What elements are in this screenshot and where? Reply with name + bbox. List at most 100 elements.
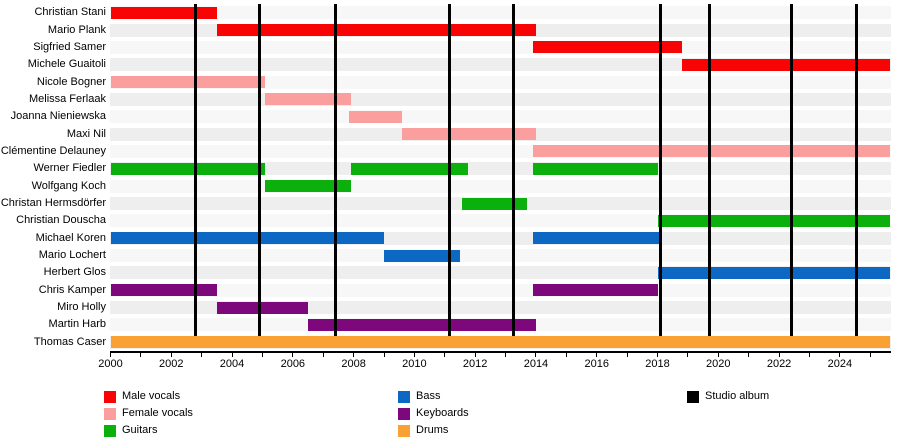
legend-label-bass: Bass xyxy=(416,390,441,402)
timeline-bar-male_vocals xyxy=(110,6,217,19)
member-label: Thomas Caser xyxy=(33,335,106,348)
axis-tick xyxy=(505,353,507,357)
studio-album-line xyxy=(707,4,711,337)
axis-tick xyxy=(748,353,750,357)
axis-tick-label: 2024 xyxy=(827,358,853,370)
timeline-bar-female_vocals xyxy=(349,110,403,123)
timeline-bar-male_vocals xyxy=(681,58,890,71)
timeline-bar-female_vocals xyxy=(265,93,351,106)
timeline-bar-keyboards xyxy=(532,284,658,297)
axis-tick-label: 2008 xyxy=(341,358,366,370)
axis-tick xyxy=(140,353,142,357)
member-label: Werner Fiedler xyxy=(33,162,106,175)
member-label: Michele Guaitoli xyxy=(27,58,106,71)
timeline-bar-bass xyxy=(657,266,890,279)
row-background xyxy=(109,283,891,297)
timeline-bar-female_vocals xyxy=(402,128,536,141)
axis-tick xyxy=(565,353,567,357)
member-label: Christian Stani xyxy=(34,6,106,19)
axis-tick-label: 2010 xyxy=(402,358,427,370)
timeline-bar-keyboards xyxy=(216,301,309,314)
axis-tick xyxy=(292,353,294,357)
timeline-bar-guitars xyxy=(532,162,658,175)
legend-label-studio_album: Studio album xyxy=(705,390,770,402)
legend-swatch-studio_album xyxy=(687,390,699,403)
studio-album-line xyxy=(257,4,261,337)
axis-tick xyxy=(869,353,871,357)
axis-tick-label: 2018 xyxy=(645,358,670,370)
legend-swatch-keyboards xyxy=(398,407,410,420)
axis-tick xyxy=(201,353,203,357)
timeline-bar-male_vocals xyxy=(216,24,536,37)
axis-tick xyxy=(474,353,476,357)
axis-tick xyxy=(808,353,810,357)
legend-swatch-guitars xyxy=(104,424,116,437)
row-background xyxy=(109,162,891,176)
axis-tick-label: 2000 xyxy=(98,358,123,370)
member-label: Michael Koren xyxy=(35,231,106,244)
member-label: Chris Kamper xyxy=(38,283,106,296)
axis-tick-label: 2016 xyxy=(584,358,609,370)
legend-label-female_vocals: Female vocals xyxy=(122,407,193,419)
studio-album-line xyxy=(789,4,793,337)
axis-tick xyxy=(231,353,233,357)
studio-album-line xyxy=(659,4,663,337)
timeline-bar-guitars xyxy=(350,162,468,175)
axis-tick xyxy=(413,353,415,357)
legend-swatch-female_vocals xyxy=(104,407,116,420)
member-label: Joanna Nieniewska xyxy=(10,110,106,123)
axis-tick xyxy=(626,353,628,357)
member-label: Melissa Ferlaak xyxy=(28,92,106,105)
timeline-bar-guitars xyxy=(265,180,351,193)
axis-tick xyxy=(535,353,537,357)
timeline-bar-drums xyxy=(110,336,890,349)
legend-label-keyboards: Keyboards xyxy=(416,407,469,419)
axis-tick-label: 2014 xyxy=(523,358,549,370)
timeline-bar-guitars xyxy=(657,214,890,227)
axis-tick-label: 2020 xyxy=(706,358,731,370)
axis-tick xyxy=(444,353,446,357)
timeline-bar-keyboards xyxy=(110,284,217,297)
axis-tick-label: 2006 xyxy=(280,358,306,370)
timeline-bar-male_vocals xyxy=(532,41,682,54)
axis-tick xyxy=(383,353,385,357)
member-label: Clémentine Delauney xyxy=(0,144,106,157)
timeline-bar-bass xyxy=(532,232,661,245)
axis-tick-label: 2022 xyxy=(766,358,792,370)
studio-album-line xyxy=(448,4,452,337)
timeline-bar-female_vocals xyxy=(532,145,890,158)
studio-album-line xyxy=(511,4,515,337)
timeline-bar-bass xyxy=(110,232,384,245)
legend-label-drums: Drums xyxy=(416,424,449,436)
axis-tick xyxy=(353,353,355,357)
axis-tick-label: 2004 xyxy=(219,358,245,370)
member-label: Mario Lochert xyxy=(38,249,106,262)
legend-swatch-male_vocals xyxy=(104,390,116,403)
row-background xyxy=(109,40,891,54)
legend-label-male_vocals: Male vocals xyxy=(122,390,181,402)
x-axis-line xyxy=(109,351,891,353)
axis-tick xyxy=(839,353,841,357)
row-background xyxy=(109,179,891,193)
member-label: Wolfgang Koch xyxy=(31,179,106,192)
row-background xyxy=(109,6,891,20)
axis-tick xyxy=(322,353,324,357)
member-label: Maxi Nil xyxy=(66,127,106,140)
member-label: Miro Holly xyxy=(57,301,106,314)
legend-label-guitars: Guitars xyxy=(122,424,158,436)
row-background xyxy=(109,92,891,106)
axis-tick xyxy=(657,353,659,357)
member-label: Christan Hermsdörfer xyxy=(0,197,106,210)
member-label: Sigfried Samer xyxy=(33,40,106,53)
timeline-bar-bass xyxy=(384,249,460,262)
axis-tick xyxy=(778,353,780,357)
axis-tick xyxy=(596,353,598,357)
row-background xyxy=(109,75,891,89)
member-label: Mario Plank xyxy=(47,23,106,36)
member-label: Nicole Bogner xyxy=(36,75,106,88)
timeline-bar-keyboards xyxy=(308,318,536,331)
member-label: Martin Harb xyxy=(48,318,106,331)
legend-swatch-bass xyxy=(398,390,410,403)
row-background xyxy=(109,249,891,263)
